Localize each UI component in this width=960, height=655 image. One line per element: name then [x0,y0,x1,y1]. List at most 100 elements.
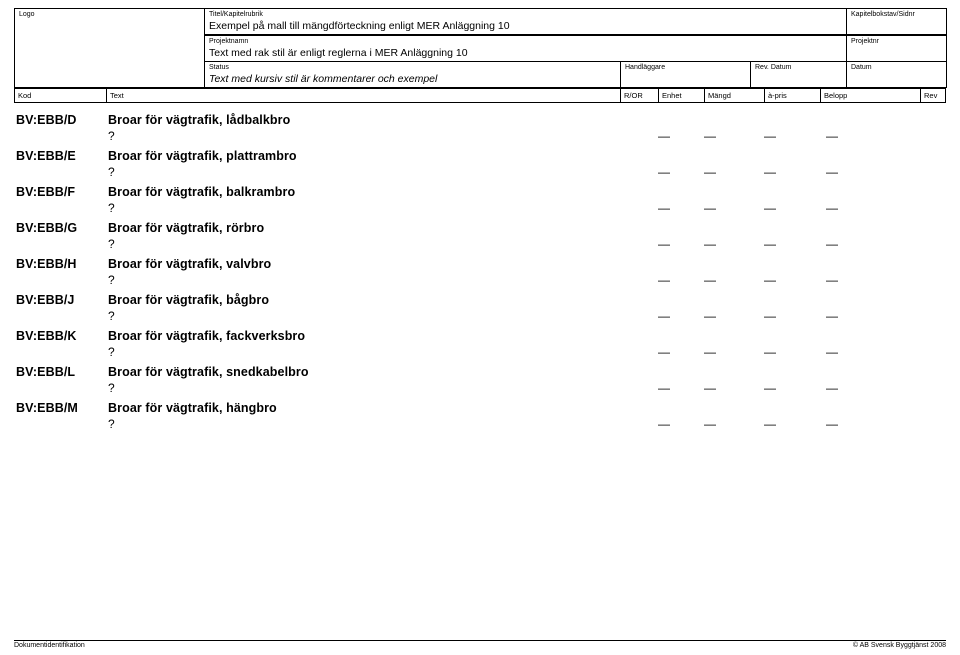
cell-empty [14,165,106,179]
cell-kod: BV:EBB/L [14,365,106,379]
cell-enhet [658,113,704,127]
cell-belopp [826,365,922,379]
cell-empty [620,273,658,287]
project-label: Projektnamn [209,38,842,45]
footer-right: © AB Svensk Byggtjänst 2008 [853,642,946,649]
cell-dash-belopp: — [826,237,922,251]
cell-empty [922,237,946,251]
cell-empty [620,129,658,143]
footer-left: Dokumentidentifikation [14,642,85,649]
cell-empty [620,309,658,323]
cell-empty [922,165,946,179]
cell-question: ? [106,273,620,287]
cell-mangd [704,365,764,379]
cell-enhet [658,401,704,415]
cell-rev [922,257,946,271]
footer: Dokumentidentifikation © AB Svensk Byggt… [14,640,946,649]
cell-belopp [826,149,922,163]
status-cell: Status Text med kursiv stil är kommentar… [204,61,621,88]
col-kod: Kod [15,89,107,102]
cell-kod: BV:EBB/F [14,185,106,199]
cell-dash-mangd: — [704,309,764,323]
cell-apris [764,329,826,343]
cell-kod: BV:EBB/H [14,257,106,271]
cell-empty [620,201,658,215]
cell-dash-apris: — [764,129,826,143]
date-label: Datum [851,64,942,71]
cell-dash-enhet: — [658,165,704,179]
cell-apris [764,149,826,163]
cell-empty [620,345,658,359]
cell-dash-enhet: — [658,201,704,215]
cell-apris [764,401,826,415]
cell-rev [922,401,946,415]
cell-kod: BV:EBB/G [14,221,106,235]
cell-enhet [658,365,704,379]
cell-ror [620,113,658,127]
cell-dash-belopp: — [826,165,922,179]
cell-question: ? [106,129,620,143]
revdate-label: Rev. Datum [755,64,842,71]
cell-empty [922,417,946,431]
cell-belopp [826,257,922,271]
cell-empty [14,417,106,431]
table-row: BV:EBB/JBroar för vägtrafik, bågbro [14,287,946,307]
cell-dash-apris: — [764,237,826,251]
cell-belopp [826,221,922,235]
cell-empty [620,165,658,179]
cell-empty [14,345,106,359]
cell-text: Broar för vägtrafik, hängbro [106,401,620,415]
cell-rev [922,221,946,235]
title-label: Titel/Kapitelrubrik [209,11,842,18]
cell-apris [764,113,826,127]
cell-belopp [826,185,922,199]
cell-empty [620,381,658,395]
cell-belopp [826,113,922,127]
cell-mangd [704,401,764,415]
col-apris: à-pris [765,89,821,102]
project-value: Text med rak stil är enligt reglerna i M… [209,45,842,59]
column-header-row: Kod Text R/OR Enhet Mängd à-pris Belopp … [14,88,946,103]
cell-empty [14,309,106,323]
cell-dash-belopp: — [826,417,922,431]
table-subrow: ?———— [14,163,946,179]
cell-empty [14,129,106,143]
cell-empty [14,201,106,215]
cell-question: ? [106,417,620,431]
cell-mangd [704,185,764,199]
cell-empty [922,381,946,395]
cell-ror [620,185,658,199]
table-row: BV:EBB/KBroar för vägtrafik, fackverksbr… [14,323,946,343]
cell-dash-belopp: — [826,129,922,143]
cell-mangd [704,293,764,307]
project-cell: Projektnamn Text med rak stil är enligt … [204,35,847,62]
col-enhet: Enhet [659,89,705,102]
cell-text: Broar för vägtrafik, bågbro [106,293,620,307]
cell-rev [922,185,946,199]
cell-ror [620,401,658,415]
cell-apris [764,221,826,235]
cell-dash-belopp: — [826,381,922,395]
cell-dash-mangd: — [704,237,764,251]
cell-text: Broar för vägtrafik, balkrambro [106,185,620,199]
cell-mangd [704,257,764,271]
cell-question: ? [106,309,620,323]
table-row: BV:EBB/DBroar för vägtrafik, lådbalkbro [14,107,946,127]
cell-empty [922,201,946,215]
cell-text: Broar för vägtrafik, plattrambro [106,149,620,163]
cell-dash-apris: — [764,417,826,431]
logo-label: Logo [19,11,200,18]
table-row: BV:EBB/LBroar för vägtrafik, snedkabelbr… [14,359,946,379]
cell-dash-mangd: — [704,201,764,215]
cell-question: ? [106,201,620,215]
cell-empty [620,237,658,251]
cell-empty [922,345,946,359]
table-subrow: ?———— [14,343,946,359]
cell-dash-belopp: — [826,201,922,215]
table-row: BV:EBB/MBroar för vägtrafik, hängbro [14,395,946,415]
table-subrow: ?———— [14,415,946,431]
cell-ror [620,257,658,271]
cell-kod: BV:EBB/D [14,113,106,127]
col-text: Text [107,89,621,102]
cell-dash-mangd: — [704,417,764,431]
